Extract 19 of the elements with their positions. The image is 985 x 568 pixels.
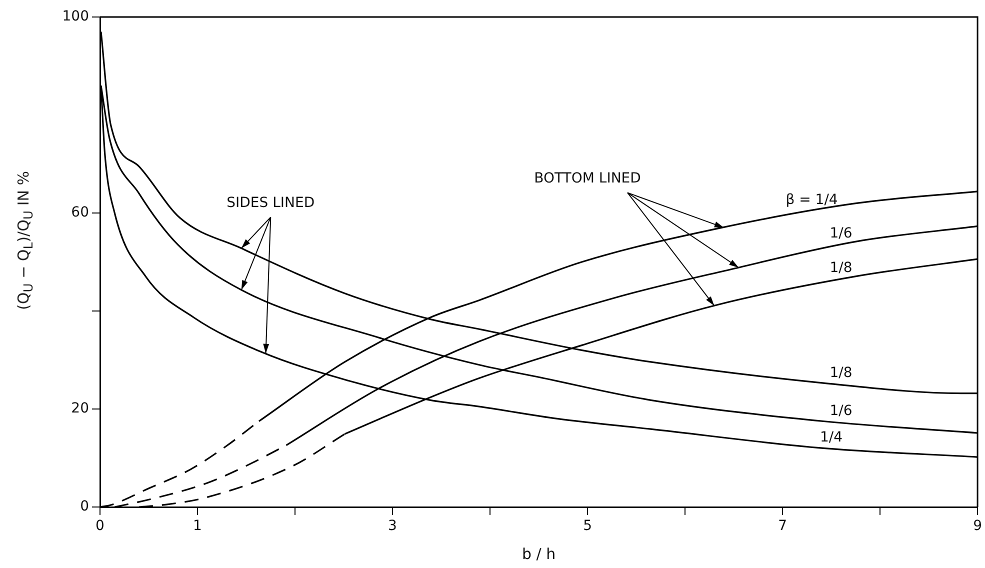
- x-tick-label: 0: [96, 518, 104, 534]
- x-tick-label: 1: [193, 518, 202, 534]
- series-label: 1/6: [830, 226, 852, 242]
- x-axis-title: b / h: [522, 544, 556, 563]
- x-tick-label: 3: [388, 518, 397, 534]
- series-label: 1/6: [830, 403, 852, 420]
- series-label: 1/8: [830, 260, 852, 276]
- series-label: 1/4: [820, 429, 843, 446]
- y-tick-label: 60: [71, 204, 89, 221]
- annotation: SIDES LINED: [226, 194, 315, 211]
- x-tick-label: 5: [583, 518, 592, 534]
- annotation: BOTTOM LINED: [534, 170, 641, 186]
- x-tick-label: 9: [973, 518, 982, 534]
- y-tick-label: 0: [80, 498, 89, 515]
- y-tick-label: 20: [71, 400, 89, 417]
- x-tick-label: 7: [778, 518, 787, 534]
- series-label: β = 1/4: [786, 192, 838, 208]
- y-tick-label: 100: [62, 8, 89, 25]
- series-label: 1/8: [830, 364, 852, 381]
